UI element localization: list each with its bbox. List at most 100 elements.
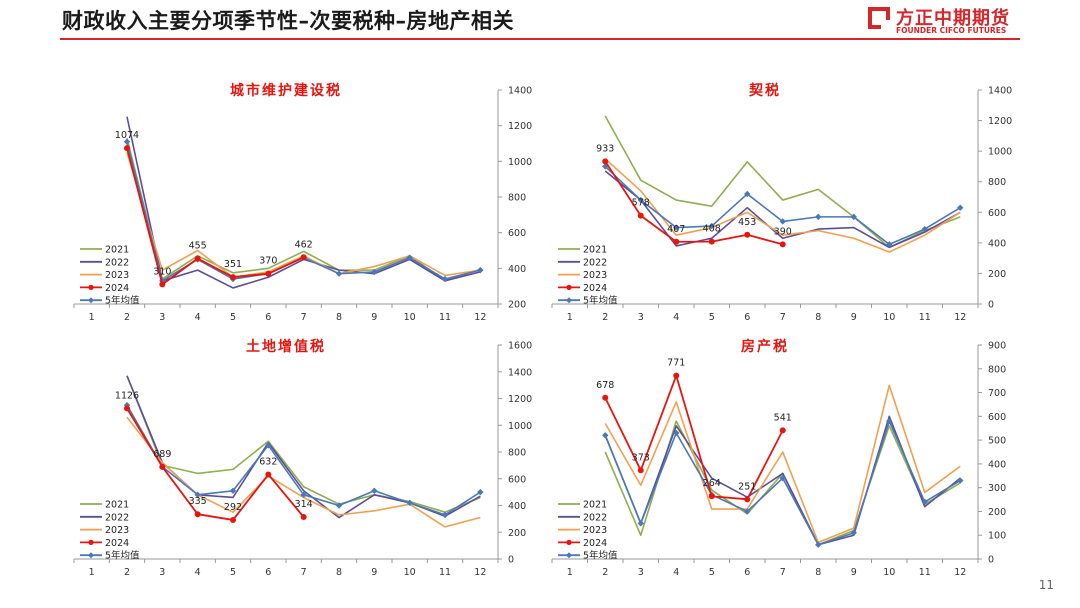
x-tick-label: 2: [124, 312, 130, 323]
data-label: 264: [703, 478, 721, 489]
x-tick-label: 1: [89, 312, 95, 323]
data-point-2024: [194, 511, 201, 518]
legend-marker: [566, 284, 572, 290]
x-tick-label: 4: [195, 312, 201, 323]
data-point-2024: [602, 394, 609, 401]
data-point-avg: [779, 218, 786, 225]
y-tick-label: 1000: [508, 421, 532, 432]
data-point-avg: [886, 417, 893, 425]
data-point-avg: [957, 477, 964, 484]
data-point-avg: [744, 508, 751, 515]
x-tick-label: 4: [195, 567, 201, 578]
legend-label: 5年均值: [583, 295, 618, 307]
data-point-avg: [815, 213, 822, 221]
y-tick-label: 1400: [508, 367, 532, 378]
data-label: 541: [774, 412, 792, 423]
data-point-2024: [159, 463, 166, 470]
y-tick-label: 400: [988, 238, 1006, 249]
x-tick-label: 3: [638, 567, 644, 578]
y-tick-label: 400: [508, 264, 526, 275]
x-tick-label: 4: [673, 567, 679, 578]
data-point-2024: [194, 255, 201, 262]
legend-label: 2021: [105, 245, 129, 256]
x-tick-label: 6: [265, 312, 271, 323]
chart-title: 契税: [748, 82, 781, 99]
data-label: 632: [259, 456, 277, 467]
chart-title: 城市维护建设税: [230, 82, 342, 99]
data-point-2024: [673, 372, 680, 379]
legend-label: 2022: [105, 257, 129, 268]
data-point-2024: [300, 514, 307, 521]
legend-marker: [88, 284, 94, 290]
series-line-2024: [604, 374, 784, 501]
data-point-avg: [637, 196, 644, 204]
data-point-2024: [637, 212, 644, 219]
y-tick-label: 200: [508, 300, 526, 311]
data-label: 251: [738, 481, 756, 492]
legend-label: 2022: [583, 257, 607, 268]
data-point-avg: [637, 520, 644, 527]
y-tick-label: 700: [988, 388, 1006, 399]
data-label: 578: [632, 198, 650, 209]
y-tick-label: 0: [508, 555, 514, 566]
x-tick-label: 6: [744, 567, 750, 578]
legend-label: 2024: [583, 283, 607, 294]
legend-marker: [566, 297, 572, 304]
data-point-2024: [744, 496, 751, 503]
x-tick-label: 11: [439, 312, 451, 323]
y-tick-label: 1000: [508, 157, 532, 168]
legend-marker: [88, 297, 94, 304]
x-tick-label: 7: [780, 567, 786, 578]
data-point-avg: [602, 432, 609, 439]
data-point-avg: [229, 487, 237, 494]
data-point-2024: [708, 493, 715, 500]
y-tick-label: 800: [508, 193, 526, 204]
data-label: 407: [667, 224, 685, 235]
data-label: 933: [596, 143, 614, 154]
brand-name-cn: 方正中期期货: [896, 8, 1010, 29]
data-point-avg: [921, 225, 928, 233]
x-tick-label: 12: [954, 567, 966, 578]
header-divider: [60, 38, 1020, 40]
y-tick-label: 1200: [508, 121, 532, 132]
series-line-2022: [604, 170, 961, 249]
x-tick-label: 9: [851, 312, 857, 323]
data-label: 408: [703, 224, 721, 235]
data-point-avg: [744, 190, 751, 198]
data-point-avg: [371, 487, 378, 494]
y-tick-label: 600: [508, 228, 526, 239]
data-point-2024: [124, 405, 130, 412]
data-label: 771: [667, 358, 685, 369]
data-point-avg: [957, 204, 964, 211]
y-tick-label: 300: [988, 483, 1006, 494]
y-tick-label: 200: [508, 528, 526, 539]
x-tick-label: 5: [230, 312, 236, 323]
data-label: 678: [596, 380, 614, 391]
x-tick-label: 1: [567, 567, 573, 578]
x-tick-label: 9: [371, 567, 377, 578]
legend-marker: [566, 552, 572, 559]
data-point-2024: [124, 145, 130, 152]
data-point-avg: [477, 488, 484, 496]
data-label: 453: [738, 217, 756, 228]
x-tick-label: 10: [404, 567, 416, 578]
y-tick-label: 500: [988, 436, 1006, 447]
x-tick-label: 11: [919, 312, 931, 323]
data-point-2024: [779, 427, 786, 434]
x-tick-label: 11: [919, 567, 931, 578]
legend-label: 2024: [583, 538, 607, 549]
y-tick-label: 1400: [508, 86, 532, 97]
x-tick-label: 3: [638, 312, 644, 323]
y-tick-label: 600: [508, 474, 526, 485]
data-label: 335: [189, 496, 207, 507]
x-tick-label: 10: [883, 312, 895, 323]
y-tick-label: 0: [988, 555, 994, 566]
data-point-avg: [815, 541, 822, 548]
data-point-2024: [744, 231, 751, 238]
data-point-avg: [921, 498, 928, 506]
page-number: 11: [1038, 578, 1054, 592]
